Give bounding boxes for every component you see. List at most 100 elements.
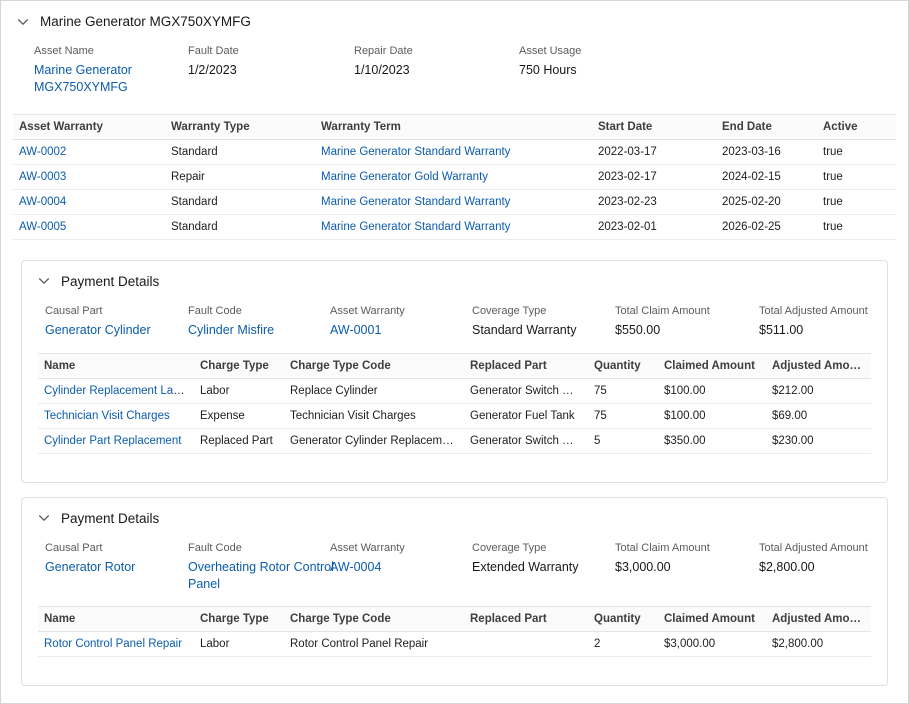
column-header: End Date bbox=[716, 113, 817, 140]
table-cell: 2025-02-20 bbox=[716, 189, 817, 215]
payment-section-title: Payment Details bbox=[61, 273, 160, 289]
field-fault-code: Fault Code Cylinder Misfire bbox=[188, 305, 330, 339]
table-cell: Generator Cylinder Replacement bbox=[284, 428, 464, 454]
field-label: Total Adjusted Amount bbox=[759, 304, 868, 317]
field-causal-part: Causal Part Generator Cylinder bbox=[45, 305, 188, 339]
table-cell: Technician Visit Charges bbox=[284, 403, 464, 429]
column-header: Adjusted Amount bbox=[766, 352, 871, 379]
warranty-term-link[interactable]: Marine Generator Standard Warranty bbox=[321, 195, 511, 208]
table-cell: 75 bbox=[588, 403, 658, 429]
causal-part-link[interactable]: Generator Cylinder bbox=[45, 322, 151, 337]
field-label: Total Adjusted Amount bbox=[759, 541, 868, 554]
payment-lines-table: Name Charge Type Charge Type Code Replac… bbox=[38, 606, 871, 658]
payment-lines-table-container: Name Charge Type Charge Type Code Replac… bbox=[22, 592, 887, 685]
table-cell: Standard bbox=[165, 214, 315, 240]
column-header: Name bbox=[38, 606, 194, 633]
field-coverage-type: Coverage Type Extended Warranty bbox=[472, 542, 615, 593]
payment-lines-table: Name Charge Type Charge Type Code Replac… bbox=[38, 352, 871, 454]
column-header: Claimed Amount bbox=[658, 606, 766, 633]
table-cell: Standard bbox=[165, 139, 315, 165]
field-label: Causal Part bbox=[45, 541, 103, 554]
field-label: Asset Warranty bbox=[330, 304, 405, 317]
asset-section-header: Marine Generator MGX750XYMFG bbox=[1, 1, 908, 29]
field-repair-date: Repair Date 1/10/2023 bbox=[354, 45, 519, 96]
asset-warranty-link[interactable]: AW-0005 bbox=[19, 220, 67, 233]
payment-details-section: Payment Details Causal Part Generator Ro… bbox=[21, 496, 888, 687]
field-label: Asset Name bbox=[34, 45, 94, 57]
table-row: AW-0002 Standard Marine Generator Standa… bbox=[13, 139, 896, 165]
warranty-term-link[interactable]: Marine Generator Standard Warranty bbox=[321, 145, 511, 158]
fault-code-link[interactable]: Cylinder Misfire bbox=[188, 322, 275, 337]
field-value: 1/10/2023 bbox=[354, 63, 410, 77]
field-asset-warranty: Asset Warranty AW-0004 bbox=[330, 542, 472, 593]
payment-line-name-link[interactable]: Technician Visit Charges bbox=[44, 409, 170, 422]
table-cell: 2023-02-01 bbox=[592, 214, 716, 240]
table-row: AW-0003 Repair Marine Generator Gold War… bbox=[13, 164, 896, 190]
column-header: Charge Type bbox=[194, 352, 284, 379]
table-cell: 2022-03-17 bbox=[592, 139, 716, 165]
table-header-row: Asset Warranty Warranty Type Warranty Te… bbox=[13, 113, 896, 140]
column-header: Start Date bbox=[592, 113, 716, 140]
field-value: 1/2/2023 bbox=[188, 63, 237, 77]
asset-warranty-link[interactable]: AW-0001 bbox=[330, 322, 382, 337]
chevron-down-icon[interactable] bbox=[16, 15, 30, 29]
field-asset-name: Asset Name Marine Generator MGX750XYMFG bbox=[34, 45, 188, 96]
causal-part-link[interactable]: Generator Rotor bbox=[45, 559, 136, 574]
column-header: Active bbox=[817, 113, 896, 140]
column-header: Quantity bbox=[588, 352, 658, 379]
warranty-term-link[interactable]: Marine Generator Standard Warranty bbox=[321, 220, 511, 233]
payment-line-name-link[interactable]: Rotor Control Panel Repair bbox=[44, 638, 183, 651]
warranty-term-link[interactable]: Marine Generator Gold Warranty bbox=[321, 170, 489, 183]
column-header: Replaced Part bbox=[464, 352, 588, 379]
field-label: Asset Warranty bbox=[330, 541, 405, 554]
table-cell: true bbox=[817, 214, 896, 240]
table-cell: Generator Switch Gear bbox=[464, 428, 588, 454]
table-cell: true bbox=[817, 164, 896, 190]
field-value: Standard Warranty bbox=[472, 322, 577, 337]
field-fault-date: Fault Date 1/2/2023 bbox=[188, 45, 354, 96]
fault-code-link[interactable]: Overheating Rotor Control Panel bbox=[188, 559, 334, 591]
table-cell: $212.00 bbox=[766, 378, 871, 404]
payment-line-name-link[interactable]: Cylinder Part Replacement bbox=[44, 434, 182, 447]
field-label: Total Claim Amount bbox=[615, 304, 710, 317]
asset-section-title: Marine Generator MGX750XYMFG bbox=[40, 14, 251, 29]
table-row: Cylinder Replacement Labor Labor Replace… bbox=[38, 378, 871, 404]
field-value: $511.00 bbox=[759, 322, 804, 337]
table-cell: $69.00 bbox=[766, 403, 871, 429]
column-header: Charge Type Code bbox=[284, 352, 464, 379]
table-row: Rotor Control Panel Repair Labor Rotor C… bbox=[38, 631, 871, 658]
table-cell: 2026-02-25 bbox=[716, 214, 817, 240]
warranty-table: Asset Warranty Warranty Type Warranty Te… bbox=[13, 113, 896, 240]
field-label: Total Claim Amount bbox=[615, 541, 710, 554]
asset-warranty-link[interactable]: AW-0003 bbox=[19, 170, 67, 183]
table-cell: 2023-02-23 bbox=[592, 189, 716, 215]
chevron-down-icon[interactable] bbox=[37, 511, 51, 525]
field-label: Causal Part bbox=[45, 304, 103, 317]
asset-warranty-link[interactable]: AW-0004 bbox=[330, 559, 382, 574]
table-cell: 5 bbox=[588, 428, 658, 454]
table-cell: Generator Switch Gear bbox=[464, 378, 588, 404]
payment-section-title: Payment Details bbox=[61, 510, 160, 526]
asset-name-link[interactable]: Marine Generator MGX750XYMFG bbox=[34, 63, 132, 94]
table-cell: $100.00 bbox=[658, 378, 766, 404]
table-cell: $100.00 bbox=[658, 403, 766, 429]
column-header: Name bbox=[38, 352, 194, 379]
asset-warranty-link[interactable]: AW-0002 bbox=[19, 145, 67, 158]
payment-line-name-link[interactable]: Cylinder Replacement Labor bbox=[44, 384, 190, 397]
table-cell: Generator Fuel Tank bbox=[464, 403, 588, 429]
field-label: Fault Date bbox=[188, 45, 239, 57]
column-header: Warranty Type bbox=[165, 113, 315, 140]
field-total-claim-amount: Total Claim Amount $3,000.00 bbox=[615, 542, 759, 593]
field-value: $3,000.00 bbox=[615, 559, 671, 574]
payment-lines-table-container: Name Charge Type Charge Type Code Replac… bbox=[22, 339, 887, 482]
column-header: Charge Type Code bbox=[284, 606, 464, 633]
table-cell: Labor bbox=[194, 631, 284, 658]
payment-section-header: Payment Details bbox=[22, 261, 887, 289]
table-cell: $2,800.00 bbox=[766, 631, 871, 658]
asset-warranty-link[interactable]: AW-0004 bbox=[19, 195, 67, 208]
field-total-adjusted-amount: Total Adjusted Amount $511.00 bbox=[759, 305, 871, 339]
field-label: Asset Usage bbox=[519, 45, 582, 57]
table-cell: $230.00 bbox=[766, 428, 871, 454]
chevron-down-icon[interactable] bbox=[37, 274, 51, 288]
table-row: Cylinder Part Replacement Replaced Part … bbox=[38, 428, 871, 454]
